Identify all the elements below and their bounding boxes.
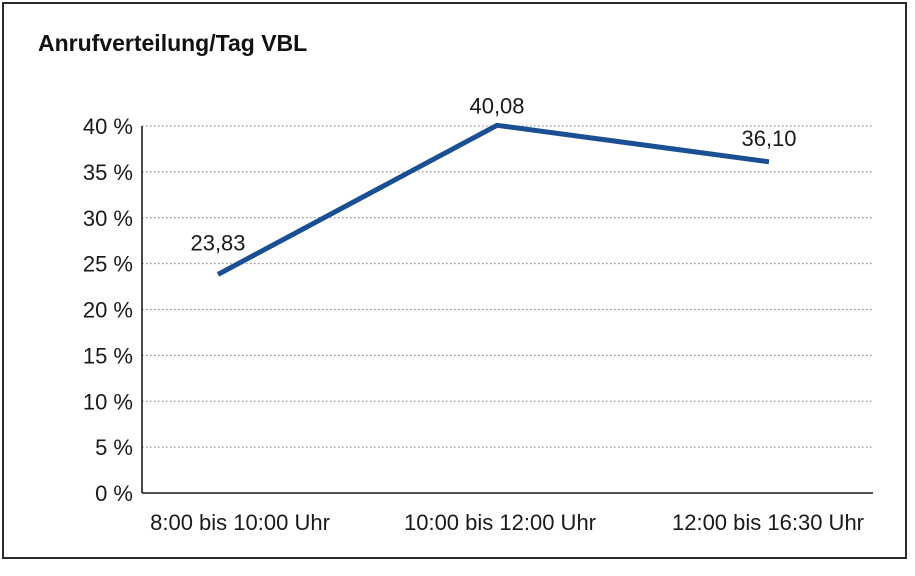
y-tick-label: 5 % [95, 435, 133, 460]
x-tick-label: 12:00 bis 16:30 Uhr [672, 510, 864, 535]
y-tick-label: 10 % [83, 389, 133, 414]
data-label: 23,83 [190, 230, 245, 255]
y-tick-label: 30 % [83, 206, 133, 231]
y-tick-label: 20 % [83, 298, 133, 323]
x-tick-label: 8:00 bis 10:00 Uhr [150, 510, 330, 535]
y-tick-label: 35 % [83, 160, 133, 185]
chart-frame [2, 2, 907, 559]
chart-title: Anrufverteilung/Tag VBL [38, 30, 308, 56]
data-label: 36,10 [741, 126, 796, 151]
x-tick-label: 10:00 bis 12:00 Uhr [404, 510, 596, 535]
y-tick-label: 25 % [83, 252, 133, 277]
data-series-line [216, 122, 770, 277]
data-label: 40,08 [469, 93, 524, 118]
y-tick-label: 40 % [83, 114, 133, 139]
y-tick-label: 15 % [83, 343, 133, 368]
y-tick-label: 0 % [95, 481, 133, 506]
